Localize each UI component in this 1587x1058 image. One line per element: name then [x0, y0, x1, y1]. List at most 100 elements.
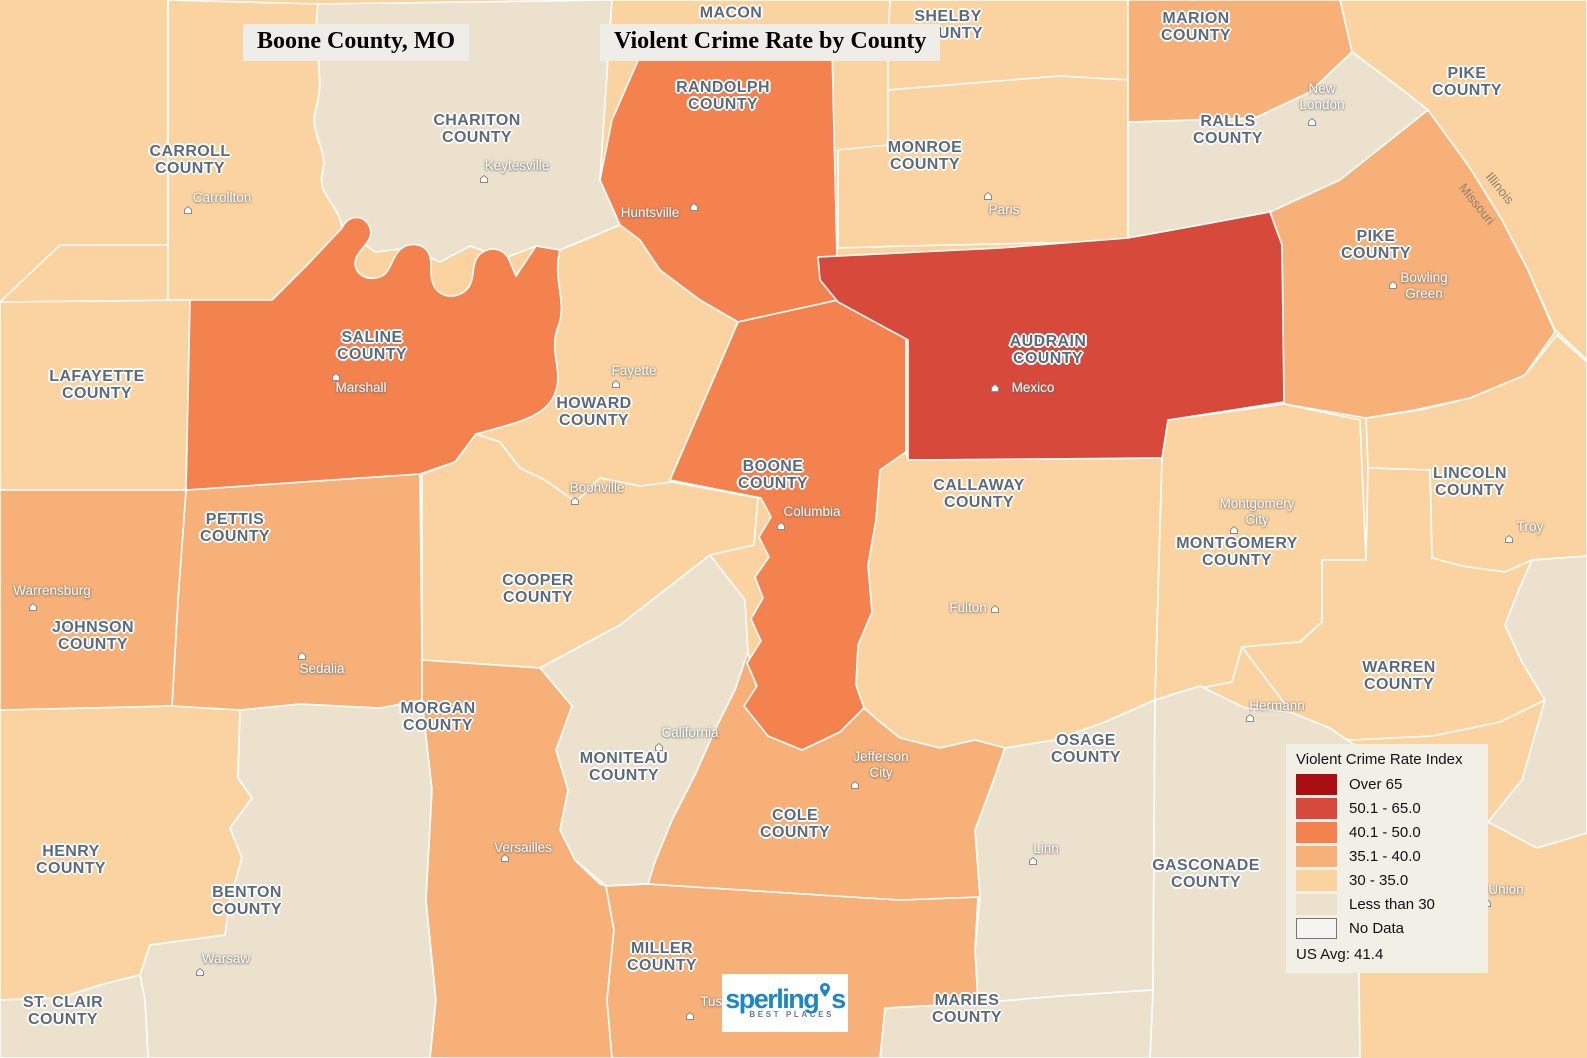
legend: Violent Crime Rate Index Over 65 50.1 - 6…: [1286, 744, 1488, 973]
city-label-sedalia: Sedalia: [299, 661, 345, 676]
city-marker-fayette: [612, 379, 620, 388]
legend-swatch-nodata: [1296, 918, 1337, 939]
city-label-union: Union: [1488, 882, 1524, 897]
county-label-randolph: RANDOLPH COUNTY: [676, 79, 770, 113]
county-label-ralls: RALLS COUNTY: [1193, 113, 1263, 147]
county-label-chariton: CHARITON COUNTY: [433, 112, 521, 146]
county-label-audrain: AUDRAIN COUNTY: [1009, 333, 1087, 367]
city-label-new-london: New London: [1299, 81, 1345, 112]
legend-swatch-r3540: [1296, 846, 1337, 867]
legend-row-nodata: No Data: [1296, 918, 1478, 939]
city-marker-versailles: [501, 853, 509, 862]
city-label-linn: Linn: [1033, 841, 1059, 856]
county-label-lincoln: LINCOLN COUNTY: [1433, 465, 1507, 499]
county-label-miller: MILLER COUNTY: [627, 940, 697, 974]
city-label-paris: Paris: [988, 202, 1020, 217]
city-marker-keytesville: [480, 174, 488, 183]
county-label-moniteau: MONITEAU COUNTY: [579, 750, 669, 784]
county-label-st-clair: ST. CLAIR COUNTY: [22, 994, 104, 1028]
county-label-cooper: COOPER COUNTY: [502, 572, 574, 606]
county-shape-audrain: [817, 211, 1285, 461]
border-line-nw: [0, 0, 169, 303]
city-label-warrensburg: Warrensburg: [13, 583, 91, 598]
city-label-california: California: [661, 725, 719, 740]
county-label-pike-mo: PIKE COUNTY: [1341, 228, 1411, 262]
county-label-carroll: CARROLL COUNTY: [149, 143, 231, 177]
map-title-county: Boone County, MO: [243, 24, 470, 61]
city-marker-carrollton: [184, 205, 192, 214]
legend-rows: Over 65 50.1 - 65.0 40.1 - 50.0 35.1 - 40.0…: [1296, 774, 1478, 939]
county-label-boone: BOONE COUNTY: [738, 458, 808, 492]
city-label-fulton: Fulton: [949, 600, 987, 615]
city-label-mexico: Mexico: [1011, 380, 1055, 395]
city-marker-columbia: [777, 521, 785, 530]
city-marker-warsaw: [196, 967, 204, 976]
city-label-versailles: Versailles: [494, 840, 552, 855]
city-label-huntsville: Huntsville: [620, 205, 680, 220]
sperlings-logo[interactable]: sperling s BEST PLACES: [722, 974, 848, 1032]
city-marker-boonville: [571, 496, 579, 505]
legend-label-r3540: 35.1 - 40.0: [1349, 848, 1421, 865]
county-label-maries: MARIES COUNTY: [932, 992, 1002, 1026]
legend-label-lt30: Less than 30: [1349, 896, 1435, 913]
county-shape-saline: [185, 216, 563, 491]
city-label-warsaw: Warsaw: [201, 951, 251, 966]
county-label-cole: COLE COUNTY: [760, 807, 830, 841]
county-shape-st-charles-area: [1487, 555, 1587, 849]
legend-swatch-r4050: [1296, 822, 1337, 843]
city-label-jefferson-city: Jefferson City: [853, 749, 909, 780]
legend-row-lt30: Less than 30: [1296, 894, 1478, 915]
county-label-lafayette: LAFAYETTE COUNTY: [49, 368, 145, 402]
legend-title: Violent Crime Rate Index: [1296, 751, 1463, 768]
county-label-gasconade: GASCONADE COUNTY: [1152, 857, 1260, 891]
city-marker-mexico: [991, 383, 999, 392]
county-shape-randolph: [599, 47, 839, 323]
city-marker-paris: [984, 191, 992, 200]
legend-swatch-r5065: [1296, 798, 1337, 819]
city-marker-tuscumbia: [686, 1011, 694, 1020]
city-label-hermann: Hermann: [1249, 698, 1305, 713]
county-shape-pettis: [171, 473, 423, 711]
county-label-pike-il: PIKE COUNTY: [1432, 65, 1502, 99]
legend-us-average: US Avg: 41.4: [1296, 946, 1384, 963]
city-marker-marshall: [332, 372, 340, 381]
county-label-johnson: JOHNSON COUNTY: [52, 619, 134, 653]
city-marker-troy: [1505, 534, 1513, 543]
county-label-marion: MARION COUNTY: [1161, 10, 1231, 44]
city-label-columbia: Columbia: [783, 504, 841, 519]
city-marker-huntsville: [690, 202, 698, 211]
legend-label-r5065: 50.1 - 65.0: [1349, 800, 1421, 817]
legend-label-nodata: No Data: [1349, 920, 1405, 937]
county-label-osage: OSAGE COUNTY: [1051, 732, 1121, 766]
legend-row-r5065: 50.1 - 65.0: [1296, 798, 1478, 819]
county-label-callaway: CALLAWAY COUNTY: [933, 477, 1025, 511]
city-marker-sedalia: [298, 651, 306, 660]
county-shape-marion: [1127, 0, 1353, 123]
location-pin-icon: [820, 983, 831, 997]
city-label-troy: Troy: [1516, 519, 1544, 534]
city-label-bowling-green: Bowling Green: [1400, 270, 1448, 301]
legend-row-r3540: 35.1 - 40.0: [1296, 846, 1478, 867]
legend-swatch-lt30: [1296, 894, 1337, 915]
sperlings-wordmark: sperling s: [725, 983, 846, 1013]
legend-label-r4050: 40.1 - 50.0: [1349, 824, 1421, 841]
city-label-keytesville: Keytesville: [484, 158, 550, 173]
county-label-pettis: PETTIS COUNTY: [200, 511, 270, 545]
logo-tagline: BEST PLACES: [749, 1010, 834, 1019]
legend-row-r4050: 40.1 - 50.0: [1296, 822, 1478, 843]
city-marker-bowling-green: [1389, 280, 1397, 289]
legend-label-r3035: 30 - 35.0: [1349, 872, 1409, 889]
city-label-boonville: Boonville: [569, 480, 625, 495]
city-marker-linn: [1029, 856, 1037, 865]
city-marker-fulton: [991, 604, 999, 613]
county-label-warren: WARREN COUNTY: [1362, 659, 1436, 693]
county-shape-boone: [669, 299, 907, 751]
city-label-montgomery-city: Montgomery City: [1219, 496, 1295, 527]
county-shape-johnson: [0, 489, 187, 711]
legend-label-over65: Over 65: [1349, 776, 1403, 793]
map-title-subject: Violent Crime Rate by County: [600, 24, 941, 61]
legend-row-r3035: 30 - 35.0: [1296, 870, 1478, 891]
county-label-howard: HOWARD COUNTY: [556, 395, 632, 429]
